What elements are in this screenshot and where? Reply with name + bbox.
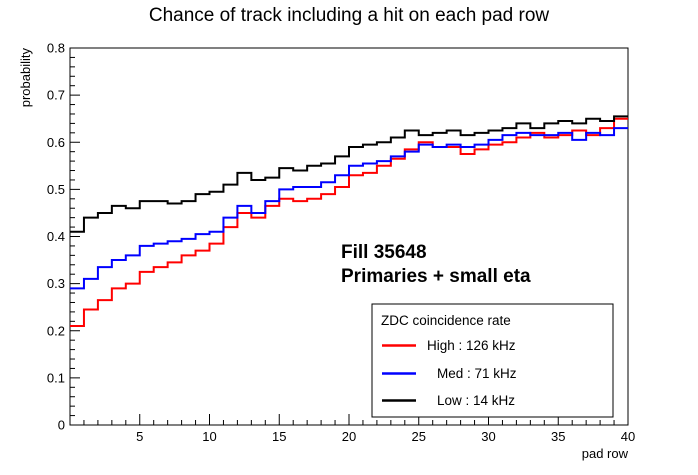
series-line <box>70 127 628 290</box>
y-tick-label: 0.2 <box>47 323 65 338</box>
x-tick-label: 25 <box>412 429 426 444</box>
x-tick-label: 35 <box>551 429 565 444</box>
y-tick-label: 0.8 <box>47 41 65 56</box>
x-axis: 5 10 15 20 25 30 35 40 <box>83 414 635 444</box>
y-axis-label: probability <box>18 48 33 108</box>
x-tick-label: 5 <box>136 429 143 444</box>
y-axis: 0 0.1 0.2 0.3 0.4 0.5 0.6 0.7 0.8 <box>47 41 80 433</box>
legend: ZDC coincidence rate High : 126 kHz Med :… <box>371 303 614 418</box>
legend-label: Med : 71 kHz <box>437 366 517 381</box>
legend-label: High : 126 kHz <box>427 338 516 353</box>
y-tick-label: 0.5 <box>47 182 65 197</box>
legend-title: ZDC coincidence rate <box>381 313 511 328</box>
y-tick-label: 0 <box>58 418 65 433</box>
x-tick-label: 30 <box>481 429 495 444</box>
x-tick-label: 10 <box>202 429 216 444</box>
y-tick-label: 0.1 <box>47 370 65 385</box>
series-line <box>70 115 628 233</box>
x-axis-label: pad row <box>582 446 629 461</box>
legend-box <box>371 303 614 418</box>
annotation-fill: Fill 35648 <box>341 242 427 263</box>
x-tick-label: 20 <box>342 429 356 444</box>
x-tick-label: 15 <box>272 429 286 444</box>
legend-label: Low : 14 kHz <box>437 393 515 408</box>
y-tick-label: 0.3 <box>47 276 65 291</box>
y-tick-label: 0.7 <box>47 88 65 103</box>
annotation-primaries: Primaries + small eta <box>341 266 531 287</box>
series-lines <box>70 115 628 328</box>
y-tick-label: 0.6 <box>47 135 65 150</box>
x-tick-label: 40 <box>621 429 635 444</box>
legend-entries: High : 126 kHz Med : 71 kHz Low : 14 kHz <box>382 338 517 408</box>
y-tick-label: 0.4 <box>47 229 65 244</box>
chart-title: Chance of track including a hit on each … <box>149 5 550 26</box>
